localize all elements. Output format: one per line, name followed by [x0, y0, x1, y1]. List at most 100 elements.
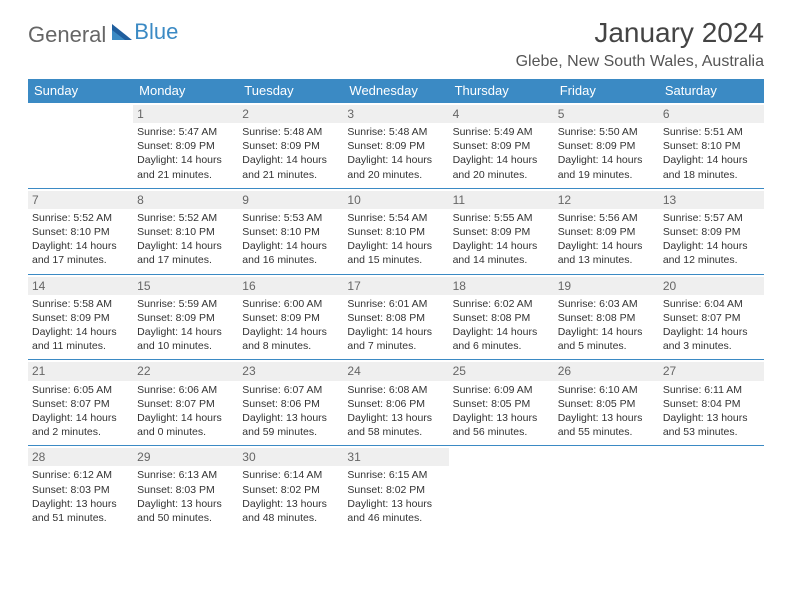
column-header: Sunday [28, 79, 133, 103]
day-info-line: Sunset: 8:02 PM [242, 483, 339, 497]
day-info-line: Sunset: 8:03 PM [32, 483, 129, 497]
day-info-line: Daylight: 14 hours [137, 153, 234, 167]
day-info-line: and 5 minutes. [558, 339, 655, 353]
day-info-line: Daylight: 14 hours [242, 239, 339, 253]
day-info-line: Daylight: 14 hours [558, 153, 655, 167]
day-info-line: Sunset: 8:09 PM [558, 225, 655, 239]
day-info-line: Sunrise: 6:11 AM [663, 383, 760, 397]
column-header: Thursday [449, 79, 554, 103]
day-info-line: Sunrise: 6:00 AM [242, 297, 339, 311]
day-info-line: Sunset: 8:09 PM [242, 139, 339, 153]
day-info-line: and 0 minutes. [137, 425, 234, 439]
day-number: 13 [659, 191, 764, 209]
day-number: 6 [659, 105, 764, 123]
day-number: 30 [238, 448, 343, 466]
day-info-line: Sunrise: 5:57 AM [663, 211, 760, 225]
day-info-line: and 56 minutes. [453, 425, 550, 439]
day-info-line: and 3 minutes. [663, 339, 760, 353]
day-number: 14 [28, 277, 133, 295]
day-info-line: Daylight: 14 hours [137, 411, 234, 425]
day-info-line: Sunrise: 6:15 AM [347, 468, 444, 482]
day-info-line: and 55 minutes. [558, 425, 655, 439]
calendar-day-cell: 14Sunrise: 5:58 AMSunset: 8:09 PMDayligh… [28, 274, 133, 360]
location-text: Glebe, New South Wales, Australia [516, 53, 764, 71]
day-info-line: Sunrise: 6:10 AM [558, 383, 655, 397]
day-info-line: Daylight: 14 hours [347, 153, 444, 167]
day-info-line: Sunset: 8:09 PM [453, 225, 550, 239]
day-info-line: Daylight: 13 hours [242, 411, 339, 425]
day-number: 11 [449, 191, 554, 209]
title-block: January 2024 Glebe, New South Wales, Aus… [516, 18, 764, 71]
day-info-line: Sunrise: 6:06 AM [137, 383, 234, 397]
day-info-line: Sunrise: 5:56 AM [558, 211, 655, 225]
day-info-line: Sunrise: 6:13 AM [137, 468, 234, 482]
day-info-line: Daylight: 14 hours [242, 325, 339, 339]
day-number: 7 [28, 191, 133, 209]
day-info-line: and 2 minutes. [32, 425, 129, 439]
day-info-line: Sunrise: 6:07 AM [242, 383, 339, 397]
day-info-line: Sunrise: 6:04 AM [663, 297, 760, 311]
day-info-line: Daylight: 14 hours [453, 153, 550, 167]
day-info-line: Sunset: 8:08 PM [558, 311, 655, 325]
day-number: 9 [238, 191, 343, 209]
calendar-day-cell: 11Sunrise: 5:55 AMSunset: 8:09 PMDayligh… [449, 188, 554, 274]
day-info-line: Sunset: 8:09 PM [32, 311, 129, 325]
day-info-line: Sunset: 8:08 PM [347, 311, 444, 325]
day-info-line: Daylight: 14 hours [453, 239, 550, 253]
day-info-line: and 13 minutes. [558, 253, 655, 267]
day-number: 21 [28, 362, 133, 380]
day-info-line: Sunrise: 5:49 AM [453, 125, 550, 139]
calendar-day-cell: 24Sunrise: 6:08 AMSunset: 8:06 PMDayligh… [343, 360, 448, 446]
day-info-line: Sunset: 8:09 PM [347, 139, 444, 153]
calendar-day-cell: 27Sunrise: 6:11 AMSunset: 8:04 PMDayligh… [659, 360, 764, 446]
brand-logo: General Blue [28, 18, 178, 48]
brand-part2: Blue [134, 19, 178, 45]
day-number: 5 [554, 105, 659, 123]
day-info-line: Daylight: 14 hours [137, 239, 234, 253]
calendar-body: 1Sunrise: 5:47 AMSunset: 8:09 PMDaylight… [28, 102, 764, 531]
calendar-day-cell: 20Sunrise: 6:04 AMSunset: 8:07 PMDayligh… [659, 274, 764, 360]
day-info-line: and 48 minutes. [242, 511, 339, 525]
day-info-line: and 15 minutes. [347, 253, 444, 267]
day-info-line: and 10 minutes. [137, 339, 234, 353]
day-info-line: Sunrise: 6:12 AM [32, 468, 129, 482]
day-number: 8 [133, 191, 238, 209]
calendar-day-cell: 26Sunrise: 6:10 AMSunset: 8:05 PMDayligh… [554, 360, 659, 446]
calendar-day-cell: 29Sunrise: 6:13 AMSunset: 8:03 PMDayligh… [133, 446, 238, 531]
day-info-line: and 53 minutes. [663, 425, 760, 439]
calendar-day-cell: 3Sunrise: 5:48 AMSunset: 8:09 PMDaylight… [343, 102, 448, 188]
day-info-line: Sunrise: 5:52 AM [137, 211, 234, 225]
day-info-line: Sunset: 8:07 PM [32, 397, 129, 411]
calendar-day-cell [554, 446, 659, 531]
day-info-line: Sunset: 8:10 PM [347, 225, 444, 239]
day-number: 23 [238, 362, 343, 380]
day-info-line: Daylight: 14 hours [663, 239, 760, 253]
calendar-day-cell: 18Sunrise: 6:02 AMSunset: 8:08 PMDayligh… [449, 274, 554, 360]
page-title: January 2024 [516, 18, 764, 49]
day-info-line: Sunrise: 6:03 AM [558, 297, 655, 311]
day-info-line: Daylight: 13 hours [558, 411, 655, 425]
calendar-day-cell: 23Sunrise: 6:07 AMSunset: 8:06 PMDayligh… [238, 360, 343, 446]
calendar-header-row: SundayMondayTuesdayWednesdayThursdayFrid… [28, 79, 764, 103]
column-header: Tuesday [238, 79, 343, 103]
day-info-line: Daylight: 13 hours [242, 497, 339, 511]
day-number [449, 448, 554, 450]
day-info-line: Daylight: 14 hours [663, 325, 760, 339]
day-info-line: Daylight: 13 hours [663, 411, 760, 425]
calendar-day-cell: 9Sunrise: 5:53 AMSunset: 8:10 PMDaylight… [238, 188, 343, 274]
day-number: 12 [554, 191, 659, 209]
day-info-line: and 51 minutes. [32, 511, 129, 525]
day-number [28, 105, 133, 107]
calendar-week-row: 14Sunrise: 5:58 AMSunset: 8:09 PMDayligh… [28, 274, 764, 360]
day-info-line: Sunset: 8:02 PM [347, 483, 444, 497]
calendar-table: SundayMondayTuesdayWednesdayThursdayFrid… [28, 79, 764, 531]
day-info-line: and 6 minutes. [453, 339, 550, 353]
day-info-line: Sunset: 8:07 PM [137, 397, 234, 411]
day-info-line: Sunset: 8:08 PM [453, 311, 550, 325]
day-info-line: Sunrise: 5:54 AM [347, 211, 444, 225]
day-info-line: and 17 minutes. [32, 253, 129, 267]
calendar-week-row: 21Sunrise: 6:05 AMSunset: 8:07 PMDayligh… [28, 360, 764, 446]
day-number [659, 448, 764, 450]
day-info-line: and 58 minutes. [347, 425, 444, 439]
day-info-line: Sunset: 8:10 PM [137, 225, 234, 239]
